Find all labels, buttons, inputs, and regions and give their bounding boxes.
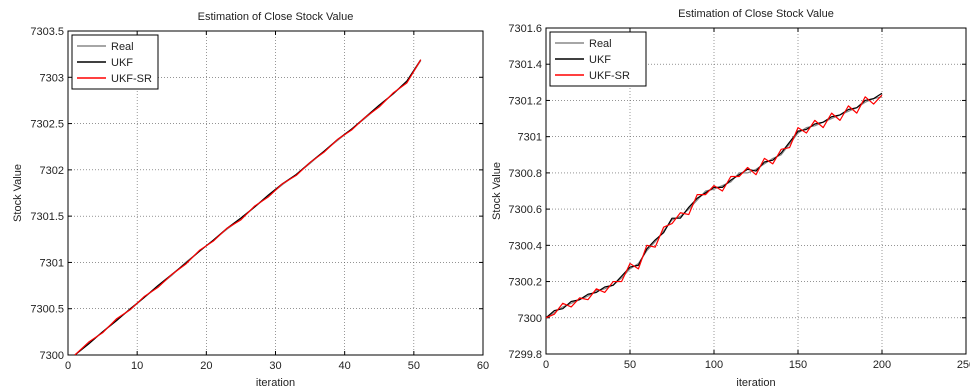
chart-panel-1: 0 10 20 30 40 50 60 7300 7300.5 7301 7301.5 7302 730… — [12, 11, 489, 389]
y-tick-label: 7303.5 — [30, 26, 64, 38]
y-tick-label: 7299.8 — [508, 349, 542, 361]
legend-label-real: Real — [111, 41, 134, 53]
legend-label-real: Real — [589, 38, 612, 50]
x-tick-label: 30 — [269, 360, 281, 372]
x-tick-label: 200 — [873, 359, 891, 371]
y-tick-label: 7301.2 — [508, 95, 542, 107]
y-axis-label: Stock Value — [491, 162, 503, 220]
x-tick-label: 250 — [957, 359, 970, 371]
y-tick-label: 7300.6 — [508, 204, 542, 216]
y-tick-label: 7300.2 — [508, 277, 542, 289]
y-tick-label: 7300 — [40, 350, 64, 362]
y-tick-label: 7302 — [40, 165, 64, 177]
x-tick-label: 0 — [65, 360, 71, 372]
x-axis-label: iteration — [256, 377, 295, 389]
y-tick-label: 7303 — [40, 72, 64, 84]
x-tick-label: 50 — [624, 359, 636, 371]
x-tick-label: 20 — [200, 360, 212, 372]
x-tick-label: 0 — [543, 359, 549, 371]
y-tick-label: 7301.6 — [508, 23, 542, 35]
legend-label-ukf-sr: UKF-SR — [589, 70, 630, 82]
x-tick-label: 100 — [705, 359, 723, 371]
y-axis-label: Stock Value — [12, 164, 24, 222]
legend-label-ukf: UKF — [589, 54, 611, 66]
series-line-ukf — [546, 92, 883, 319]
x-tick-label: 60 — [477, 360, 489, 372]
series-line-ukf-sr — [74, 59, 422, 355]
y-tick-label: 7301.5 — [30, 211, 64, 223]
x-tick-label: 10 — [131, 360, 143, 372]
x-tick-label: 150 — [789, 359, 807, 371]
chart-title: Estimation of Close Stock Value — [678, 8, 834, 20]
x-tick-label: 40 — [339, 360, 351, 372]
chart-panel-2: 0 50 100 150 200 250 7299.8 7300 7300.2 7300.4 730… — [491, 8, 970, 389]
x-axis-label: iteration — [736, 377, 775, 389]
axes-box — [545, 27, 967, 355]
y-tick-label: 7302.5 — [30, 119, 64, 131]
y-tick-label: 7300 — [518, 313, 542, 325]
series-line-ukf-sr — [546, 94, 883, 319]
y-tick-label: 7300.8 — [508, 168, 542, 180]
legend-label-ukf: UKF — [111, 57, 133, 69]
y-tick-label: 7301 — [518, 132, 542, 144]
x-tick-label: 50 — [408, 360, 420, 372]
legend-label-ukf-sr: UKF-SR — [111, 73, 152, 85]
y-tick-label: 7301.4 — [508, 59, 542, 71]
y-tick-label: 7301 — [40, 257, 64, 269]
y-tick-label: 7300.5 — [30, 304, 64, 316]
chart-title: Estimation of Close Stock Value — [198, 11, 354, 23]
y-tick-label: 7300.4 — [508, 240, 542, 252]
